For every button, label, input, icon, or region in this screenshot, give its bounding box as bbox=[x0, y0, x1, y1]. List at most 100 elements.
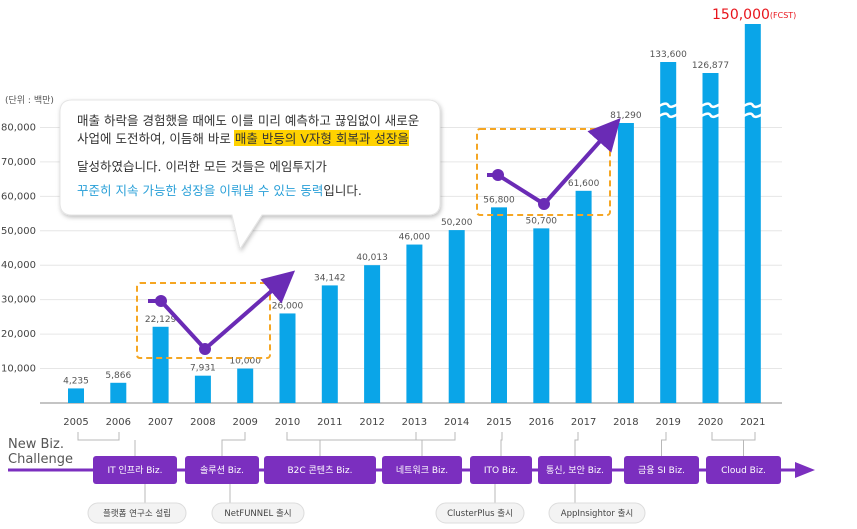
milestone-box bbox=[185, 456, 259, 484]
value-label-2005: 4,235 bbox=[63, 376, 89, 386]
milestone-connector bbox=[574, 432, 579, 456]
highlight-mark bbox=[234, 130, 409, 146]
axis-break-mark bbox=[656, 112, 680, 119]
x-tick-labels: 2005 2006 2007 2008 2009 2010 2011 2012 2013 2014… bbox=[63, 417, 765, 428]
milestone-sub-label: AppInsightor 출시 bbox=[561, 508, 633, 519]
bar-2006 bbox=[110, 382, 127, 403]
bar-2009 bbox=[237, 368, 254, 403]
milestone-label: 솔루션 Biz. bbox=[200, 465, 244, 476]
bar-2005 bbox=[68, 388, 84, 403]
callout-line-3: 달성하였습니다. 이러한 모든 것들은 에임투지가 bbox=[77, 159, 327, 174]
bar-2014 bbox=[448, 230, 465, 403]
x-tick-label-2012: 2012 bbox=[359, 417, 384, 428]
value-label-2010: 26,000 bbox=[272, 301, 304, 311]
timeline-title-2: Challenge bbox=[8, 452, 73, 467]
bar-2012 bbox=[364, 265, 381, 403]
milestone-sub-pill bbox=[548, 502, 646, 524]
bar-2008 bbox=[194, 375, 211, 403]
callout-line-4: 꾸준히 지속 가능한 성장을 이뤄낼 수 있는 동력입니다. bbox=[77, 183, 362, 198]
bar-2019 bbox=[660, 62, 677, 403]
value-label-2009: 10,000 bbox=[229, 357, 261, 367]
milestone-sub-pill bbox=[87, 502, 187, 524]
bar-2010 bbox=[279, 313, 296, 403]
value-labels: 4,235 5,866 22,129 7,931 10,000 26,000 34,142 4… bbox=[63, 50, 729, 386]
y-tick-labels: 10,000 20,000 30,000 40,000 50,000 60,000 70,0… bbox=[1, 122, 36, 374]
milestone-box bbox=[264, 456, 376, 484]
milestone-box bbox=[538, 456, 612, 484]
milestone-label: 금융 SI Biz. bbox=[638, 465, 685, 476]
milestone-connector bbox=[661, 432, 667, 456]
value-label-2019: 133,600 bbox=[650, 50, 687, 60]
value-label-2007: 22,129 bbox=[145, 315, 177, 325]
milestone-label: 네트워크 Biz. bbox=[396, 465, 448, 476]
x-tick-label-2018: 2018 bbox=[613, 417, 638, 428]
axis-break-mark bbox=[698, 102, 723, 109]
callout-bubble: 매출 하락을 경험했을 때에도 이를 미리 예측하고 끊임없이 새로운 사업에 … bbox=[59, 99, 441, 251]
y-tick-label: 20,000 bbox=[1, 329, 36, 340]
milestone-box bbox=[624, 456, 699, 484]
milestone-connector bbox=[286, 432, 417, 456]
trend-point bbox=[492, 169, 504, 181]
milestone-connector bbox=[221, 432, 246, 456]
milestone-box bbox=[93, 456, 177, 484]
bar-2013 bbox=[406, 244, 423, 403]
value-label-2011: 34,142 bbox=[314, 273, 346, 283]
y-tick-label: 10,000 bbox=[1, 364, 36, 375]
milestone-connector bbox=[711, 432, 756, 456]
value-label-2015: 56,800 bbox=[483, 195, 515, 205]
milestone-box bbox=[382, 456, 462, 484]
axis-break-mark bbox=[656, 102, 680, 109]
value-label-2020: 126,877 bbox=[692, 61, 729, 71]
bar-2015 bbox=[491, 207, 507, 403]
timeline-arrow-head bbox=[795, 462, 815, 478]
milestone-sub-label: 플랫폼 연구소 설립 bbox=[103, 508, 171, 519]
milestone-sub-pill bbox=[435, 502, 525, 524]
value-label-2006: 5,866 bbox=[105, 371, 131, 381]
x-tick-label-2009: 2009 bbox=[232, 417, 257, 428]
callout-line-1: 매출 하락을 경험했을 때에도 이를 미리 예측하고 끊임없이 새로운 bbox=[77, 113, 419, 128]
timeline-title-1: New Biz. bbox=[8, 437, 64, 452]
v-recovery-box-2015 bbox=[476, 128, 611, 216]
axis-break-mark bbox=[741, 102, 765, 109]
milestone-label: ITO Biz. bbox=[484, 466, 518, 476]
bar-2011 bbox=[321, 285, 338, 403]
timeline-connectors bbox=[77, 432, 756, 503]
bar-2007 bbox=[152, 326, 169, 403]
milestone-label: IT 인프라 Biz. bbox=[108, 465, 163, 476]
milestone-sub-pill bbox=[211, 502, 305, 524]
v-trend-arrow-1 bbox=[148, 270, 296, 351]
milestone-sub-label: NetFUNNEL 출시 bbox=[224, 508, 291, 519]
x-tick-label-2010: 2010 bbox=[275, 417, 300, 428]
value-label-2016: 50,700 bbox=[526, 216, 558, 226]
milestone-label: Cloud Biz. bbox=[721, 466, 766, 476]
x-tick-label-2008: 2008 bbox=[190, 417, 215, 428]
x-tick-label-2019: 2019 bbox=[655, 417, 680, 428]
x-tick-label-2017: 2017 bbox=[571, 417, 596, 428]
value-label-2013: 46,000 bbox=[399, 233, 431, 243]
bar-2016 bbox=[533, 228, 550, 403]
x-tick-label-2011: 2011 bbox=[317, 417, 342, 428]
x-tick-label-2006: 2006 bbox=[106, 417, 131, 428]
x-tick-label-2015: 2015 bbox=[486, 417, 511, 428]
value-label-2017: 61,600 bbox=[568, 179, 600, 189]
milestone-connector bbox=[500, 432, 503, 456]
axis-break-mark bbox=[741, 112, 765, 119]
bar-2020 bbox=[702, 73, 719, 403]
milestone-label: B2C 콘텐츠 Biz. bbox=[287, 465, 352, 476]
value-label-2014: 50,200 bbox=[441, 218, 473, 228]
x-tick-label-2007: 2007 bbox=[148, 417, 173, 428]
x-tick-label-2013: 2013 bbox=[402, 417, 427, 428]
trend-point bbox=[199, 343, 211, 355]
forecast-value-label: 150,000(FCST) bbox=[712, 7, 796, 23]
bar-2021 bbox=[744, 24, 761, 403]
timeline-milestones: IT 인프라 Biz. 플랫폼 연구소 설립 솔루션 Biz. NetFUNNEL 출… bbox=[87, 456, 781, 524]
milestone-box bbox=[470, 456, 532, 484]
trend-point bbox=[155, 295, 167, 307]
y-tick-label: 80,000 bbox=[1, 122, 36, 133]
milestone-sub-label: ClusterPlus 출시 bbox=[447, 508, 513, 519]
y-tick-label: 30,000 bbox=[1, 295, 36, 306]
y-tick-label: 50,000 bbox=[1, 226, 36, 237]
bar-2018 bbox=[617, 123, 634, 404]
